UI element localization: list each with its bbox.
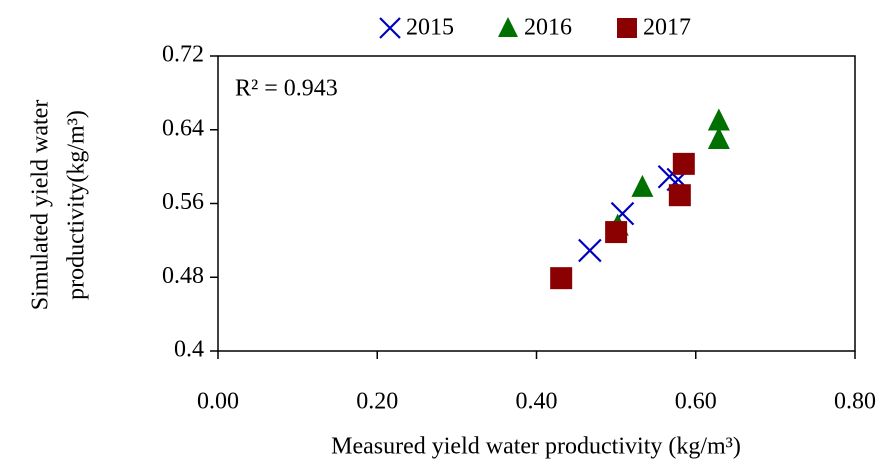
x-tick-label: 0.60 <box>675 389 717 415</box>
triangle-marker <box>707 108 730 131</box>
y-axis-label-line: productivity(kg/m³) <box>64 110 90 300</box>
triangle-marker <box>498 17 518 37</box>
x-axis-label: Measured yield water productivity (kg/m³… <box>331 434 741 460</box>
y-tick-label: 0.72 <box>162 42 204 68</box>
x-tick-label: 0.40 <box>516 389 558 415</box>
square-marker <box>617 18 637 38</box>
y-tick-label: 0.64 <box>162 115 204 141</box>
x-marker <box>578 238 602 263</box>
x-tick-label: 0.00 <box>197 389 239 415</box>
legend-label: 2015 <box>406 15 454 41</box>
square-marker <box>550 267 573 290</box>
y-tick-label: 0.48 <box>162 263 204 289</box>
x-tick-label: 0.80 <box>834 389 876 415</box>
annotation: R² = 0.943 <box>235 76 338 102</box>
y-axis-label: Simulated yield water productivity(kg/m³… <box>28 100 90 311</box>
x-marker <box>379 17 401 39</box>
legend-label: 2016 <box>524 15 572 41</box>
square-marker <box>668 184 691 207</box>
legend-label: 2017 <box>643 15 691 41</box>
square-marker <box>605 221 628 244</box>
x-tick-label: 0.20 <box>356 389 398 415</box>
y-tick-label: 0.56 <box>162 189 204 215</box>
square-marker <box>672 152 695 175</box>
y-axis-label-line: Simulated yield water <box>28 100 54 311</box>
triangle-marker <box>707 126 730 149</box>
y-tick-label: 0.4 <box>174 337 204 363</box>
triangle-marker <box>631 174 654 197</box>
